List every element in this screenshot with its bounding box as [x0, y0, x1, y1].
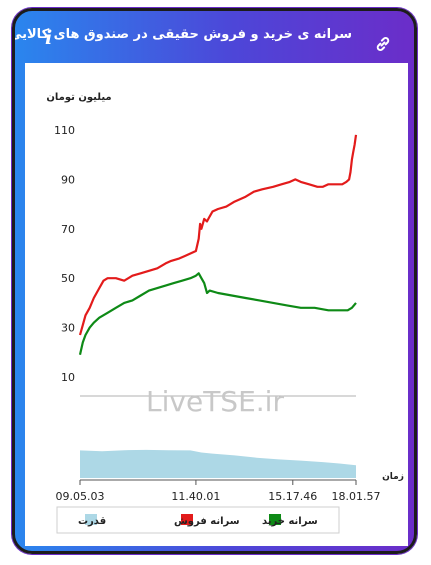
chart-panel: میلیون تومان 10 30 50 70 90 110 LiveTSE.ir زم… [25, 63, 408, 546]
volume-area [80, 449, 356, 478]
y-tick-label: 10 [61, 371, 75, 384]
legend-item-sell[interactable]: سرانه فروش [174, 514, 240, 527]
x-axis-label: زمان [382, 472, 404, 482]
legend-swatch [269, 514, 281, 525]
buy-per-capita-line [78, 272, 357, 356]
legend-box [56, 506, 340, 534]
legend-label: قدرت [78, 516, 106, 527]
chart-card: i سرانه ی خرید و فروش حقیقی در صندوق های… [12, 8, 417, 554]
legend-label: سرانه خرید [262, 516, 318, 527]
y-tick-label: 50 [61, 272, 75, 285]
y-tick-label: 90 [61, 173, 75, 186]
legend: سرانه خرید سرانه فروش قدرت [56, 506, 340, 534]
link-icon[interactable] [374, 35, 392, 53]
legend-item-buy[interactable]: سرانه خرید [262, 514, 318, 527]
sell-per-capita-line [78, 134, 358, 336]
legend-swatch [181, 514, 193, 525]
y-axis-label: میلیون تومان [46, 92, 111, 103]
x-tick-label: 15.17.46 [268, 490, 317, 503]
chart-svg: میلیون تومان 10 30 50 70 90 110 LiveTSE.ir زم… [46, 92, 404, 534]
y-tick-label: 30 [61, 322, 75, 335]
y-tick-label: 70 [61, 223, 75, 236]
y-tick-label: 110 [54, 124, 75, 137]
legend-swatch [85, 514, 97, 525]
watermark: LiveTSE.ir [146, 385, 284, 418]
x-tick-label: 11.40.01 [171, 490, 220, 503]
legend-label: سرانه فروش [174, 516, 240, 527]
chart-title: سرانه ی خرید و فروش حقیقی در صندوق های ک… [12, 27, 352, 42]
legend-item-power[interactable]: قدرت [78, 514, 106, 527]
info-icon[interactable]: i [45, 27, 53, 49]
card-header: i سرانه ی خرید و فروش حقیقی در صندوق های… [15, 11, 414, 69]
x-tick-label: 18.01.57 [332, 490, 381, 503]
x-tick-label: 09.05.03 [56, 490, 105, 503]
